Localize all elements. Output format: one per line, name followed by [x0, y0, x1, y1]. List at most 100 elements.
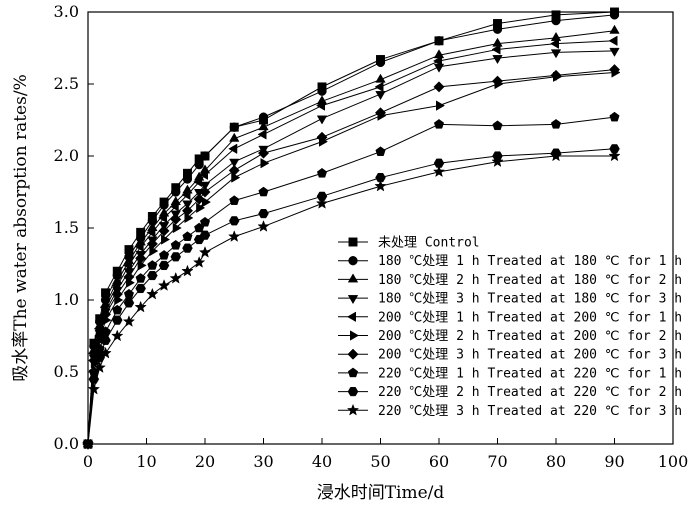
data-point: [608, 149, 621, 162]
x-tick-label: 10: [136, 452, 156, 471]
data-point: [87, 382, 101, 395]
data-point: [112, 304, 123, 315]
data-point: [609, 144, 620, 154]
x-axis-title: 浸水时间Time/d: [317, 483, 445, 503]
data-point: [199, 181, 211, 191]
data-point: [81, 437, 95, 450]
legend-entry: 220 ℃处理 1 h Treated at 220 ℃ for 1 h: [338, 366, 682, 381]
data-point: [492, 120, 503, 131]
legend-marker: [347, 273, 359, 283]
data-point: [199, 216, 211, 227]
data-point: [315, 100, 325, 111]
legend-label: 200 ℃处理 2 h Treated at 200 ℃ for 2 h: [378, 329, 682, 344]
data-point: [196, 202, 206, 214]
data-point: [199, 230, 211, 240]
data-point: [111, 288, 123, 300]
data-point: [228, 143, 238, 154]
data-point: [433, 81, 445, 93]
data-point: [181, 264, 194, 277]
data-point: [202, 196, 212, 208]
x-tick-label: 40: [312, 452, 332, 471]
y-tick-label: 1.0: [54, 290, 79, 309]
legend-marker: [347, 348, 359, 360]
legend-entry: 220 ℃处理 2 h Treated at 220 ℃ for 2 h: [338, 385, 682, 400]
data-point: [228, 164, 240, 176]
data-point: [158, 250, 170, 260]
data-point: [123, 271, 135, 283]
data-point: [122, 260, 132, 271]
series-8: [82, 111, 620, 449]
data-point: [315, 197, 329, 209]
data-point: [99, 308, 112, 320]
data-point: [433, 49, 445, 59]
x-tick-label: 90: [604, 452, 624, 471]
data-point: [316, 191, 328, 201]
legend-label: 未处理 Control: [378, 236, 480, 251]
data-point: [550, 119, 562, 129]
series-line: [87, 30, 615, 445]
data-point: [260, 158, 270, 169]
y-axis-title: 吸水率The water absorption rates/%: [11, 74, 31, 381]
legend-label: 180 ℃处理 3 h Treated at 180 ℃ for 3 h: [378, 292, 682, 307]
data-point: [549, 38, 559, 49]
data-point: [146, 238, 158, 250]
axis-ticks: 0 10 20 30 40 50 60 70 80 90 100 0.0 0.5 1.0 1.5 2.0 2.5…: [54, 2, 689, 471]
data-point: [157, 279, 171, 291]
data-point: [200, 151, 210, 161]
data-point: [316, 167, 328, 178]
data-point: [228, 230, 241, 242]
data-point: [170, 252, 182, 262]
data-point: [491, 75, 504, 87]
data-point: [134, 300, 147, 313]
y-tick-label: 2.0: [54, 146, 79, 165]
data-point: [608, 64, 621, 76]
data-point: [492, 37, 503, 47]
legend: 未处理 Control 180 ℃处理 1 h Treated at 180 ℃ …: [338, 236, 682, 419]
data-point: [111, 315, 123, 325]
data-point: [258, 121, 269, 131]
data-point: [99, 346, 112, 359]
data-point: [123, 298, 135, 308]
legend-marker: [348, 237, 358, 247]
data-point: [182, 200, 193, 210]
legend-entry: 180 ℃处理 3 h Treated at 180 ℃ for 3 h: [338, 292, 682, 307]
x-tick-label: 30: [253, 452, 273, 471]
data-point: [551, 15, 561, 26]
legend-marker: [347, 367, 359, 378]
legend-marker: [346, 403, 360, 416]
data-point: [492, 24, 503, 34]
legend-marker: [346, 311, 356, 322]
legend-label: 220 ℃处理 1 h Treated at 220 ℃ for 1 h: [378, 366, 682, 381]
data-point: [374, 107, 387, 119]
data-point: [147, 260, 158, 270]
data-point: [198, 245, 212, 258]
data-point: [100, 326, 111, 336]
data-point: [550, 31, 562, 41]
data-point: [158, 225, 170, 237]
data-point: [375, 57, 386, 68]
data-point: [161, 234, 171, 245]
data-point: [135, 273, 146, 283]
data-point: [134, 241, 144, 252]
data-point: [436, 100, 446, 111]
data-point: [491, 44, 501, 55]
data-point: [182, 243, 193, 253]
data-point: [609, 111, 620, 122]
data-point: [229, 132, 240, 142]
data-point: [258, 186, 269, 197]
x-tick-label: 80: [546, 452, 566, 471]
legend-label: 220 ℃处理 2 h Treated at 220 ℃ for 2 h: [378, 385, 682, 400]
data-point: [550, 69, 562, 81]
data-point: [492, 55, 503, 65]
data-point: [434, 36, 444, 46]
data-point: [181, 205, 194, 217]
data-point: [550, 49, 562, 59]
y-tick-label: 3.0: [54, 2, 79, 21]
data-point: [169, 271, 182, 284]
data-point: [146, 227, 156, 238]
data-point: [135, 252, 147, 264]
data-point: [258, 112, 269, 122]
data-point: [170, 213, 182, 225]
data-point: [374, 179, 387, 192]
